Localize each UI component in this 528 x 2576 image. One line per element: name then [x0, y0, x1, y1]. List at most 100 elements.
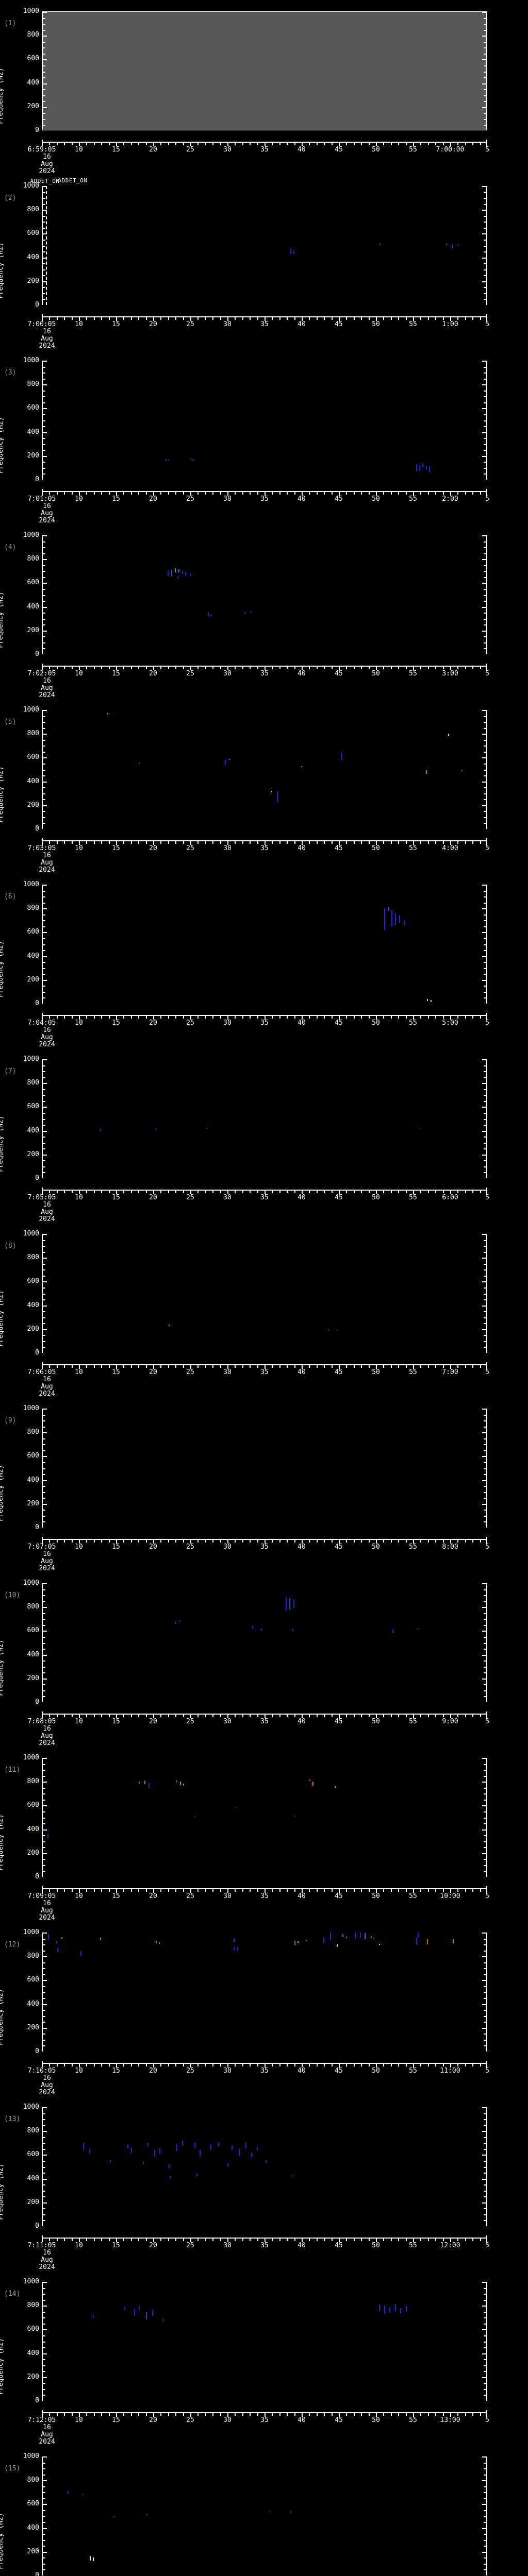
date-line: 16 [43, 502, 51, 510]
x-tick-label: 30 [223, 1718, 232, 1725]
date-line: 16 [43, 1026, 51, 1034]
y-tick [43, 1933, 47, 1934]
x-tick-minor [235, 2239, 236, 2241]
y-tick [43, 1450, 45, 1451]
y-tick [43, 1234, 47, 1235]
x-axis-date-stack: 16 Aug 2024 [39, 852, 55, 874]
y-tick-right [482, 186, 486, 187]
x-tick-major [376, 2239, 377, 2242]
date-line: 2024 [39, 2263, 55, 2271]
x-tick-major [376, 841, 377, 845]
x-tick-minor [294, 1540, 295, 1543]
x-axis [42, 1013, 487, 1020]
y-tick-right [484, 588, 486, 590]
x-tick-minor [435, 841, 437, 844]
y-tick [43, 77, 45, 79]
y-tick [43, 275, 45, 277]
x-tick-minor [168, 143, 169, 145]
plot-area [42, 11, 487, 130]
y-tick-right [484, 1438, 486, 1439]
y-tick [43, 198, 45, 199]
y-tick-right [482, 432, 486, 433]
y-tick [43, 583, 47, 584]
x-tick-minor [64, 317, 65, 320]
x-tick-label: 15 [112, 2242, 120, 2249]
detection-mark [312, 1782, 314, 1786]
x-tick-label: 5 [485, 320, 489, 328]
y-tick-right [484, 293, 486, 294]
x-tick-minor [138, 317, 140, 320]
detection-mark [337, 1944, 338, 1947]
y-tick-right [482, 107, 486, 108]
y-tick-right [482, 2353, 486, 2354]
detection-mark [452, 245, 453, 249]
spectrogram-panel: (5) Frequency (Hz) 1000 800 600 400 200 0 7:03:0… [0, 699, 528, 874]
y-tick-label: 0 [35, 650, 39, 658]
y-tick-label: 800 [27, 1777, 39, 1786]
x-tick-minor [457, 1715, 459, 1717]
x-tick-label: 50 [372, 146, 380, 154]
x-tick-minor [64, 667, 65, 669]
x-tick-minor [93, 317, 95, 320]
detection-mark [389, 2307, 391, 2313]
x-tick-label: 20 [149, 1718, 157, 1725]
date-line: Aug [41, 335, 53, 343]
detection-mark [89, 2148, 90, 2154]
x-tick-label: 40 [298, 1718, 306, 1725]
detection-mark [92, 2557, 94, 2561]
x-tick-minor [383, 2239, 385, 2241]
event-annotation-label: ADDET_ON [58, 177, 88, 184]
x-tick-minor [346, 1540, 348, 1543]
x-tick-minor [368, 841, 370, 844]
x-tick-minor [309, 2239, 310, 2241]
x-tick-minor [101, 2239, 103, 2241]
y-tick-label: 600 [27, 404, 39, 412]
x-tick-label: 10 [75, 2416, 83, 2424]
x-tick-minor [56, 1016, 58, 1019]
detection-mark [394, 913, 396, 925]
spectrogram-panel: (2) Frequency (Hz) 1000 800 600 400 200 0 ADDET_… [0, 175, 528, 350]
x-tick-minor [294, 667, 295, 669]
x-tick-minor [197, 1540, 199, 1543]
y-tick-right [484, 1817, 486, 1819]
x-tick-label: 25 [186, 1368, 194, 1376]
x-tick-label: 20 [149, 1368, 157, 1376]
y-tick-right [484, 198, 486, 199]
detection-mark [334, 1786, 336, 1788]
x-axis [42, 1537, 487, 1544]
x-tick-minor [287, 1365, 288, 1368]
x-tick-label: 3:00 [442, 670, 458, 677]
y-tick [43, 2522, 45, 2523]
detection-mark [190, 458, 191, 460]
x-tick-minor [108, 492, 110, 495]
detection-mark [293, 250, 295, 254]
y-tick [43, 716, 45, 717]
x-tick-minor [145, 1191, 147, 1193]
x-tick-major [339, 1540, 340, 1544]
detection-mark [345, 1937, 347, 1938]
y-tick-label: 200 [27, 1150, 39, 1158]
x-tick-minor [86, 2413, 88, 2416]
y-tick-right [482, 2306, 486, 2307]
y-tick-right [484, 71, 486, 73]
x-tick-minor [272, 492, 273, 495]
x-tick-minor [130, 1365, 132, 1368]
detection-mark [206, 1127, 208, 1129]
x-tick-label: 7:10:05 [27, 2067, 56, 2075]
x-tick-minor [435, 317, 437, 320]
y-tick-right [484, 2137, 486, 2138]
y-tick [43, 577, 45, 578]
x-tick-minor [472, 1016, 474, 1019]
x-tick-minor [183, 1191, 184, 1193]
y-tick-right [484, 1089, 486, 1090]
y-tick [43, 1148, 45, 1150]
x-axis-date-stack: 16 Aug 2024 [39, 1027, 55, 1048]
x-tick-label: 50 [372, 1543, 380, 1551]
x-tick-label: 20 [149, 1194, 157, 1201]
x-tick-minor [420, 1889, 422, 1892]
y-tick-right [482, 1607, 486, 1608]
x-tick-label: 50 [372, 2242, 380, 2249]
y-tick-label: 200 [27, 626, 39, 634]
y-tick [43, 799, 45, 801]
y-tick [43, 2148, 45, 2150]
